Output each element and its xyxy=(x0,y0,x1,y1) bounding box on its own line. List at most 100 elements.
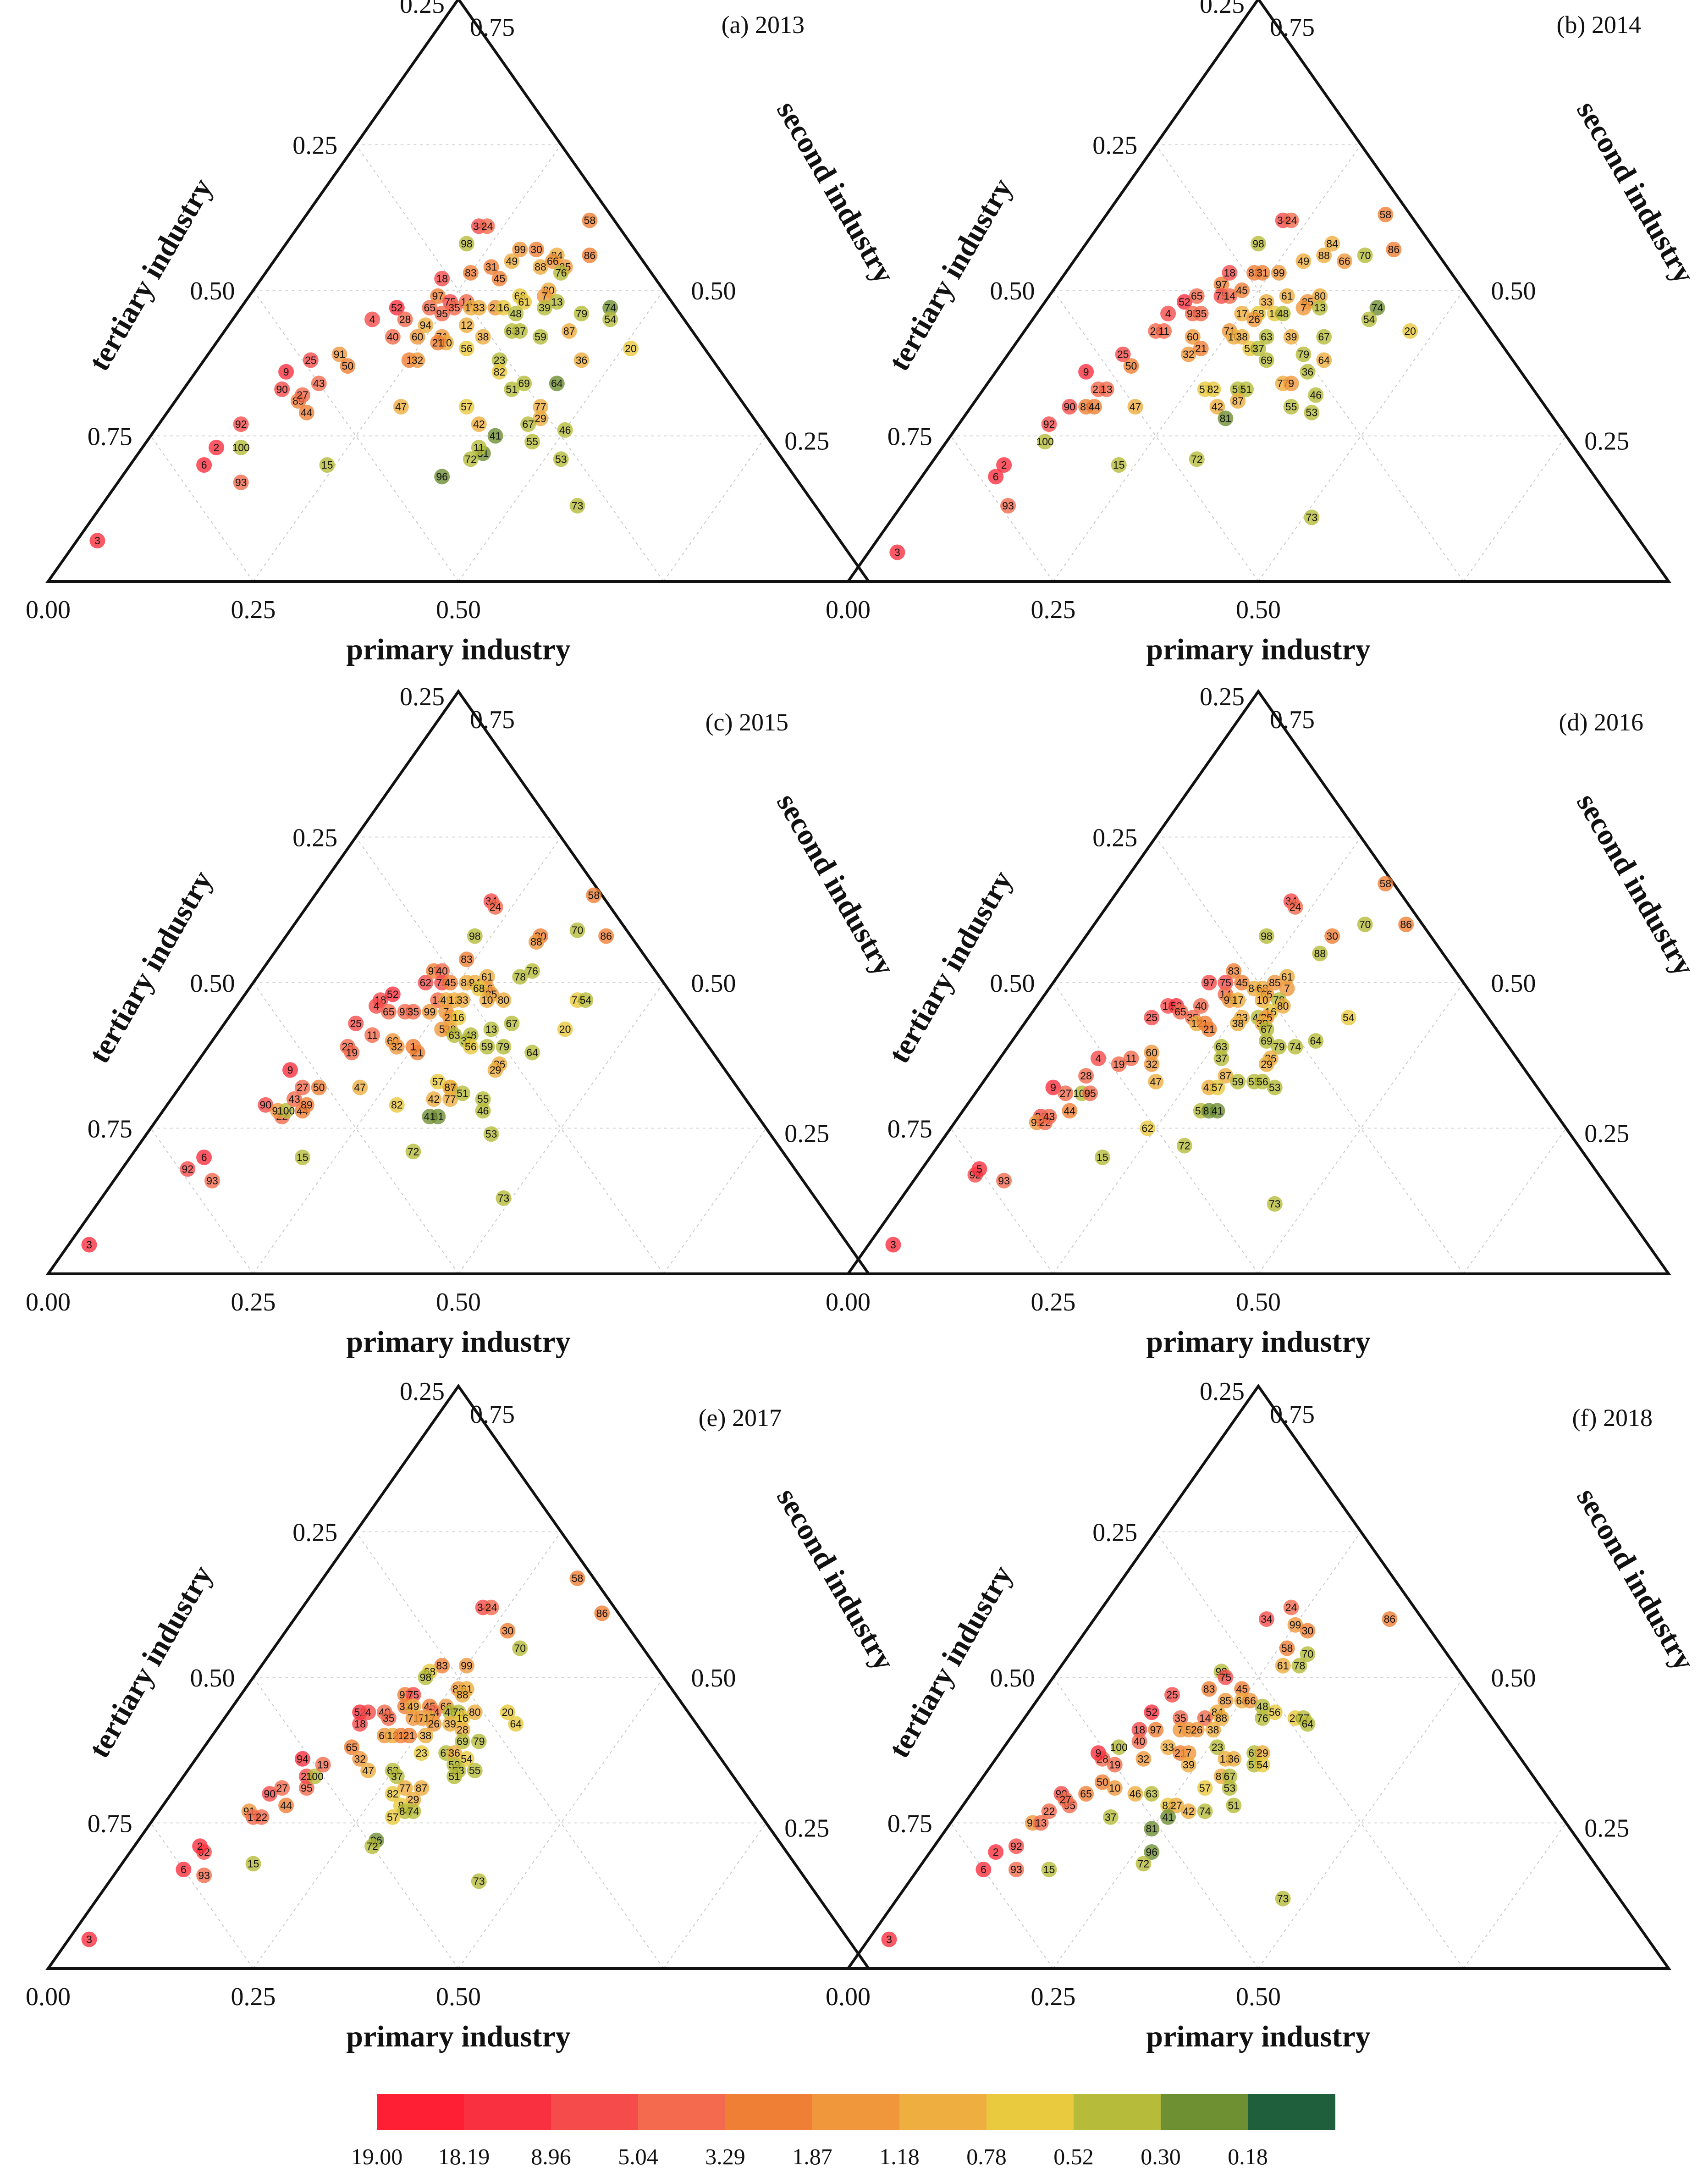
data-point: 47 xyxy=(1127,399,1143,415)
data-point: 69 xyxy=(516,376,532,392)
data-point: 73 xyxy=(1267,1196,1283,1212)
point-label: 14 xyxy=(1224,290,1236,302)
data-point: 3 xyxy=(89,533,105,549)
data-point: 38 xyxy=(418,1728,434,1743)
data-point: 34 xyxy=(1258,1611,1274,1627)
data-point: 4 xyxy=(1090,1051,1106,1067)
data-point: 38 xyxy=(475,329,491,345)
data-point: 53 xyxy=(483,1126,499,1142)
left-tick-label: 0.50 xyxy=(990,969,1035,998)
point-label: 54 xyxy=(580,994,592,1006)
point-label: 29 xyxy=(535,412,546,424)
data-point: 56 xyxy=(1254,1073,1270,1089)
point-marker xyxy=(1197,1780,1213,1796)
point-marker xyxy=(1144,1704,1160,1720)
data-point: 3 xyxy=(889,544,905,560)
point-marker xyxy=(1258,928,1274,944)
point-marker xyxy=(1115,346,1131,362)
right-tick-label: 0.25 xyxy=(1584,427,1629,456)
data-point: 20 xyxy=(623,341,639,356)
point-marker xyxy=(1254,1710,1270,1726)
point-marker xyxy=(393,399,409,415)
point-marker xyxy=(331,346,347,362)
left-tick-label: 0.50 xyxy=(990,277,1035,305)
data-point: 39 xyxy=(1180,1757,1196,1773)
data-point: 11 xyxy=(364,1027,380,1043)
point-label: 47 xyxy=(395,401,407,413)
data-point: 70 xyxy=(1357,247,1373,263)
data-point: 56 xyxy=(1267,1704,1283,1720)
point-marker xyxy=(623,341,639,356)
left-tick-label: 0.50 xyxy=(990,1664,1035,1692)
point-marker xyxy=(1172,1710,1188,1726)
panel-title: (b) 2014 xyxy=(1557,11,1641,39)
right-axis-label: second industry xyxy=(1570,788,1701,981)
point-marker xyxy=(294,1751,310,1767)
point-marker xyxy=(434,1021,450,1037)
data-point: 4 xyxy=(360,1704,376,1720)
point-label: 86 xyxy=(1384,1613,1396,1625)
point-label: 50 xyxy=(313,1082,325,1094)
point-marker xyxy=(1160,1739,1176,1755)
right-tick-label: 0.25 xyxy=(784,1120,829,1148)
point-marker xyxy=(397,1780,413,1796)
data-point: 69 xyxy=(1258,1033,1274,1049)
point-marker xyxy=(1180,1757,1196,1773)
point-marker xyxy=(529,242,545,258)
data-point: 44 xyxy=(298,404,314,420)
colorbar-swatch xyxy=(1248,2094,1335,2130)
point-label: 70 xyxy=(514,1642,526,1654)
point-label: 72 xyxy=(1191,453,1203,465)
data-point: 96 xyxy=(434,469,450,485)
point-label: 24 xyxy=(485,1602,497,1614)
right-tick-label: 0.75 xyxy=(470,13,515,42)
data-point: 32 xyxy=(1135,1751,1152,1767)
point-label: 45 xyxy=(494,273,506,285)
point-label: 99 xyxy=(461,1660,473,1672)
point-label: 86 xyxy=(600,930,612,942)
point-marker xyxy=(1041,1862,1057,1878)
bottom-tick-label: 0.25 xyxy=(1031,596,1076,624)
point-marker xyxy=(458,1751,474,1767)
data-point: 29 xyxy=(405,1791,421,1808)
point-marker xyxy=(1213,1710,1229,1726)
point-label: 28 xyxy=(399,314,411,326)
bottom-tick-label: 0.00 xyxy=(826,1288,871,1316)
point-label: 6 xyxy=(201,1151,207,1163)
data-point: 13 xyxy=(1312,300,1328,316)
point-label: 69 xyxy=(518,377,530,389)
point-marker xyxy=(344,1739,360,1755)
point-label: 15 xyxy=(1097,1151,1108,1163)
point-label: 100 xyxy=(1110,1741,1128,1753)
point-label: 52 xyxy=(387,988,399,1000)
point-marker xyxy=(471,1873,487,1889)
point-label: 11 xyxy=(1158,325,1169,337)
point-label: 90 xyxy=(276,383,288,395)
data-point: 9 xyxy=(1283,376,1299,392)
point-label: 51 xyxy=(457,1087,468,1099)
point-label: 50 xyxy=(1125,360,1137,372)
data-point: 9 xyxy=(1078,364,1094,380)
right-tick-label: 0.75 xyxy=(1270,13,1315,42)
point-label: 46 xyxy=(1310,389,1322,401)
point-label: 15 xyxy=(248,1858,259,1869)
point-marker xyxy=(1283,329,1299,345)
point-marker xyxy=(303,352,319,368)
data-point: 72 xyxy=(1176,1138,1192,1154)
data-point: 76 xyxy=(524,963,540,979)
data-point: 58 xyxy=(1378,876,1394,892)
point-label: 15 xyxy=(297,1151,309,1163)
point-label: 53 xyxy=(1224,1782,1236,1794)
point-marker xyxy=(1197,1710,1213,1726)
point-marker xyxy=(1156,323,1172,339)
point-marker xyxy=(385,986,401,1002)
data-point: 79 xyxy=(573,305,590,321)
data-point: 98 xyxy=(1251,236,1266,252)
data-point: 32 xyxy=(1180,346,1196,362)
point-label: 27 xyxy=(1060,1087,1072,1099)
point-label: 92 xyxy=(1043,418,1055,430)
point-marker xyxy=(491,271,507,287)
data-point: 90 xyxy=(274,381,290,397)
point-label: 72 xyxy=(1179,1140,1190,1152)
right-tick-label: 0.50 xyxy=(1491,969,1536,998)
